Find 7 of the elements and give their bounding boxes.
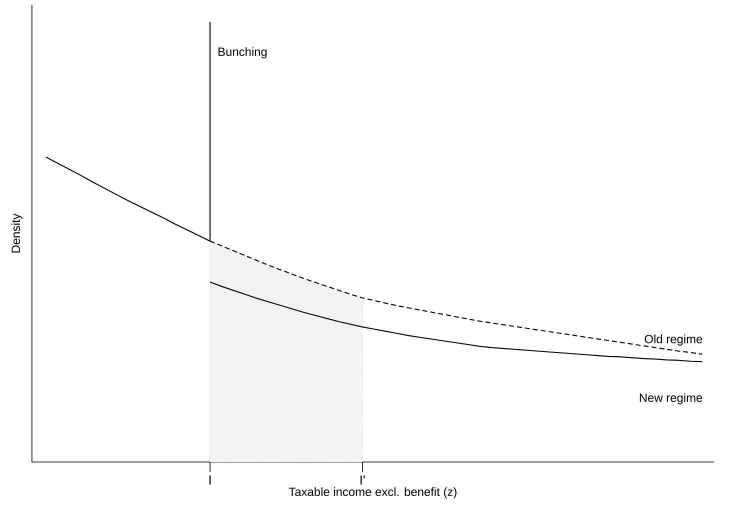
x-tick-label: I	[209, 476, 211, 484]
series-label: Bunching	[218, 47, 267, 58]
y-axis-title: Density	[11, 214, 22, 252]
x-tick-label: I'	[360, 476, 365, 484]
x-axis-title: Taxable income excl. benefit (z)	[288, 487, 456, 498]
text: New regime	[640, 393, 702, 404]
series-label: Old regime	[644, 334, 702, 346]
